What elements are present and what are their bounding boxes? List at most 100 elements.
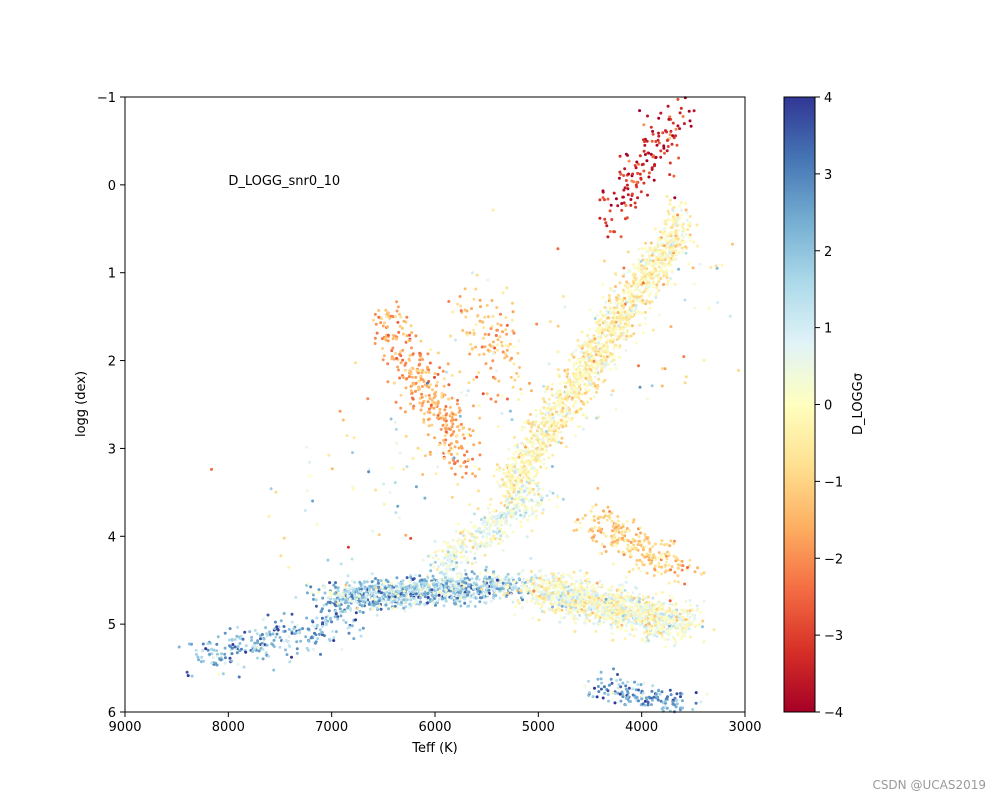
scatter-point xyxy=(572,374,575,378)
scatter-point xyxy=(334,604,338,608)
scatter-point xyxy=(632,616,636,619)
scatter-point xyxy=(625,329,629,333)
scatter-point xyxy=(456,588,460,592)
scatter-point xyxy=(333,592,337,596)
scatter-point xyxy=(324,615,328,619)
scatter-point xyxy=(407,371,411,375)
scatter-point xyxy=(494,576,498,580)
scatter-point xyxy=(572,585,576,589)
scatter-point xyxy=(676,237,680,241)
scatter-point xyxy=(454,548,458,552)
scatter-point xyxy=(551,382,554,386)
scatter-point xyxy=(674,623,678,627)
scatter-point xyxy=(401,358,405,362)
scatter-point xyxy=(468,539,472,543)
scatter-point xyxy=(526,440,530,443)
scatter-point xyxy=(410,346,413,350)
scatter-point xyxy=(228,627,232,631)
scatter-point xyxy=(656,621,660,624)
scatter-point xyxy=(599,310,603,314)
scatter-point xyxy=(620,623,624,627)
scatter-points xyxy=(177,96,740,714)
scatter-point xyxy=(268,632,272,636)
scatter-point xyxy=(614,366,618,370)
scatter-point xyxy=(580,350,584,354)
scatter-point xyxy=(379,607,383,611)
scatter-point xyxy=(414,389,417,393)
scatter-point xyxy=(544,574,548,578)
scatter-point xyxy=(305,616,309,620)
scatter-point xyxy=(514,507,518,511)
scatter-point xyxy=(573,630,577,633)
scatter-point xyxy=(606,338,610,342)
scatter-point xyxy=(596,352,600,355)
scatter-point xyxy=(618,344,622,348)
scatter-point xyxy=(387,601,391,605)
scatter-point xyxy=(540,427,544,431)
scatter-point xyxy=(612,354,616,358)
scatter-point xyxy=(528,472,532,476)
scatter-point xyxy=(539,465,543,469)
scatter-point xyxy=(657,280,661,284)
scatter-point xyxy=(492,582,496,586)
scatter-point xyxy=(648,306,652,310)
scatter-point xyxy=(655,283,659,287)
scatter-point xyxy=(509,463,513,467)
scatter-point xyxy=(565,396,569,400)
scatter-point xyxy=(645,635,649,639)
scatter-point xyxy=(342,618,345,622)
scatter-point xyxy=(201,649,205,653)
scatter-point xyxy=(473,538,477,542)
scatter-point xyxy=(311,624,315,628)
scatter-point xyxy=(427,585,431,589)
scatter-point xyxy=(532,434,536,438)
scatter-point xyxy=(649,631,653,635)
scatter-point xyxy=(542,610,546,614)
scatter-point xyxy=(674,610,678,614)
scatter-point xyxy=(450,415,454,419)
scatter-point xyxy=(570,603,574,607)
scatter-point xyxy=(421,586,425,590)
scatter-point xyxy=(619,308,623,312)
scatter-point xyxy=(555,505,559,509)
scatter-point xyxy=(612,306,616,310)
scatter-point xyxy=(573,367,577,371)
scatter-point xyxy=(399,592,403,596)
scatter-point xyxy=(685,211,689,215)
scatter-point xyxy=(671,223,675,227)
scatter-point xyxy=(517,490,521,494)
scatter-point xyxy=(542,593,546,597)
scatter-point xyxy=(381,347,385,350)
scatter-point xyxy=(567,375,571,379)
scatter-point xyxy=(542,424,546,428)
scatter-point xyxy=(330,592,334,596)
scatter-point xyxy=(310,591,314,595)
scatter-point xyxy=(434,554,438,558)
scatter-point xyxy=(306,582,310,586)
scatter-point xyxy=(605,343,609,347)
scatter-point xyxy=(640,276,644,280)
scatter-point xyxy=(465,556,469,560)
scatter-point xyxy=(463,569,467,572)
scatter-point xyxy=(501,548,505,552)
scatter-point xyxy=(660,605,664,609)
scatter-point xyxy=(678,204,682,208)
scatter-point xyxy=(488,575,492,579)
scatter-point xyxy=(268,630,271,634)
scatter-point xyxy=(679,637,683,641)
scatter-point xyxy=(530,529,534,533)
scatter-point xyxy=(399,361,403,365)
scatter-point xyxy=(402,598,406,602)
scatter-point xyxy=(664,263,668,267)
scatter-point xyxy=(513,481,517,485)
scatter-point xyxy=(664,645,668,649)
scatter-point xyxy=(580,379,584,383)
scatter-point xyxy=(604,358,608,362)
scatter-point xyxy=(505,534,509,537)
scatter-point xyxy=(577,382,581,386)
scatter-point xyxy=(514,517,518,521)
scatter-point xyxy=(564,612,568,616)
scatter-point xyxy=(408,580,412,584)
scatter-point xyxy=(400,601,403,604)
scatter-point xyxy=(615,338,619,341)
